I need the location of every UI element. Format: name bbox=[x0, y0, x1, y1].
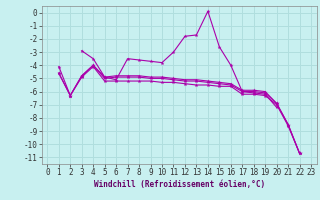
X-axis label: Windchill (Refroidissement éolien,°C): Windchill (Refroidissement éolien,°C) bbox=[94, 180, 265, 189]
